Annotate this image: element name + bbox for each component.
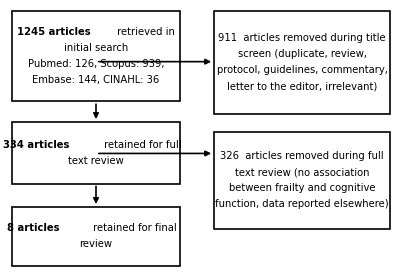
FancyBboxPatch shape: [214, 11, 390, 114]
Text: Pubmed: 126, Scopus: 939,: Pubmed: 126, Scopus: 939,: [28, 59, 164, 69]
Text: text review: text review: [68, 156, 124, 166]
Text: 1245 articles: 1245 articles: [17, 27, 91, 37]
Text: 334 articles: 334 articles: [4, 140, 70, 150]
Text: retained for final: retained for final: [90, 223, 177, 233]
Text: 8 articles: 8 articles: [7, 223, 59, 233]
Text: letter to the editor, irrelevant): letter to the editor, irrelevant): [227, 81, 377, 91]
Text: initial search: initial search: [64, 43, 128, 53]
Text: text review (no association: text review (no association: [235, 167, 369, 177]
Text: protocol, guidelines, commentary,: protocol, guidelines, commentary,: [216, 65, 388, 75]
FancyBboxPatch shape: [214, 132, 390, 229]
FancyBboxPatch shape: [12, 207, 180, 266]
Text: 326  articles removed during full: 326 articles removed during full: [220, 151, 384, 161]
Text: review: review: [80, 239, 112, 249]
FancyBboxPatch shape: [12, 11, 180, 101]
Text: function, data reported elsewhere): function, data reported elsewhere): [215, 199, 389, 209]
Text: retrieved in: retrieved in: [114, 27, 175, 37]
Text: Embase: 144, CINAHL: 36: Embase: 144, CINAHL: 36: [32, 75, 160, 85]
Text: between frailty and cognitive: between frailty and cognitive: [229, 183, 375, 193]
Text: 8 articles retained for final: 8 articles retained for final: [30, 223, 162, 233]
FancyBboxPatch shape: [12, 122, 180, 184]
Text: 334 articles retained for full: 334 articles retained for full: [26, 140, 166, 150]
Text: 1245 articles retrieved in: 1245 articles retrieved in: [33, 27, 159, 37]
Text: 911  articles removed during title: 911 articles removed during title: [218, 33, 386, 44]
Text: retained for full: retained for full: [101, 140, 181, 150]
Text: screen (duplicate, review,: screen (duplicate, review,: [238, 49, 366, 59]
